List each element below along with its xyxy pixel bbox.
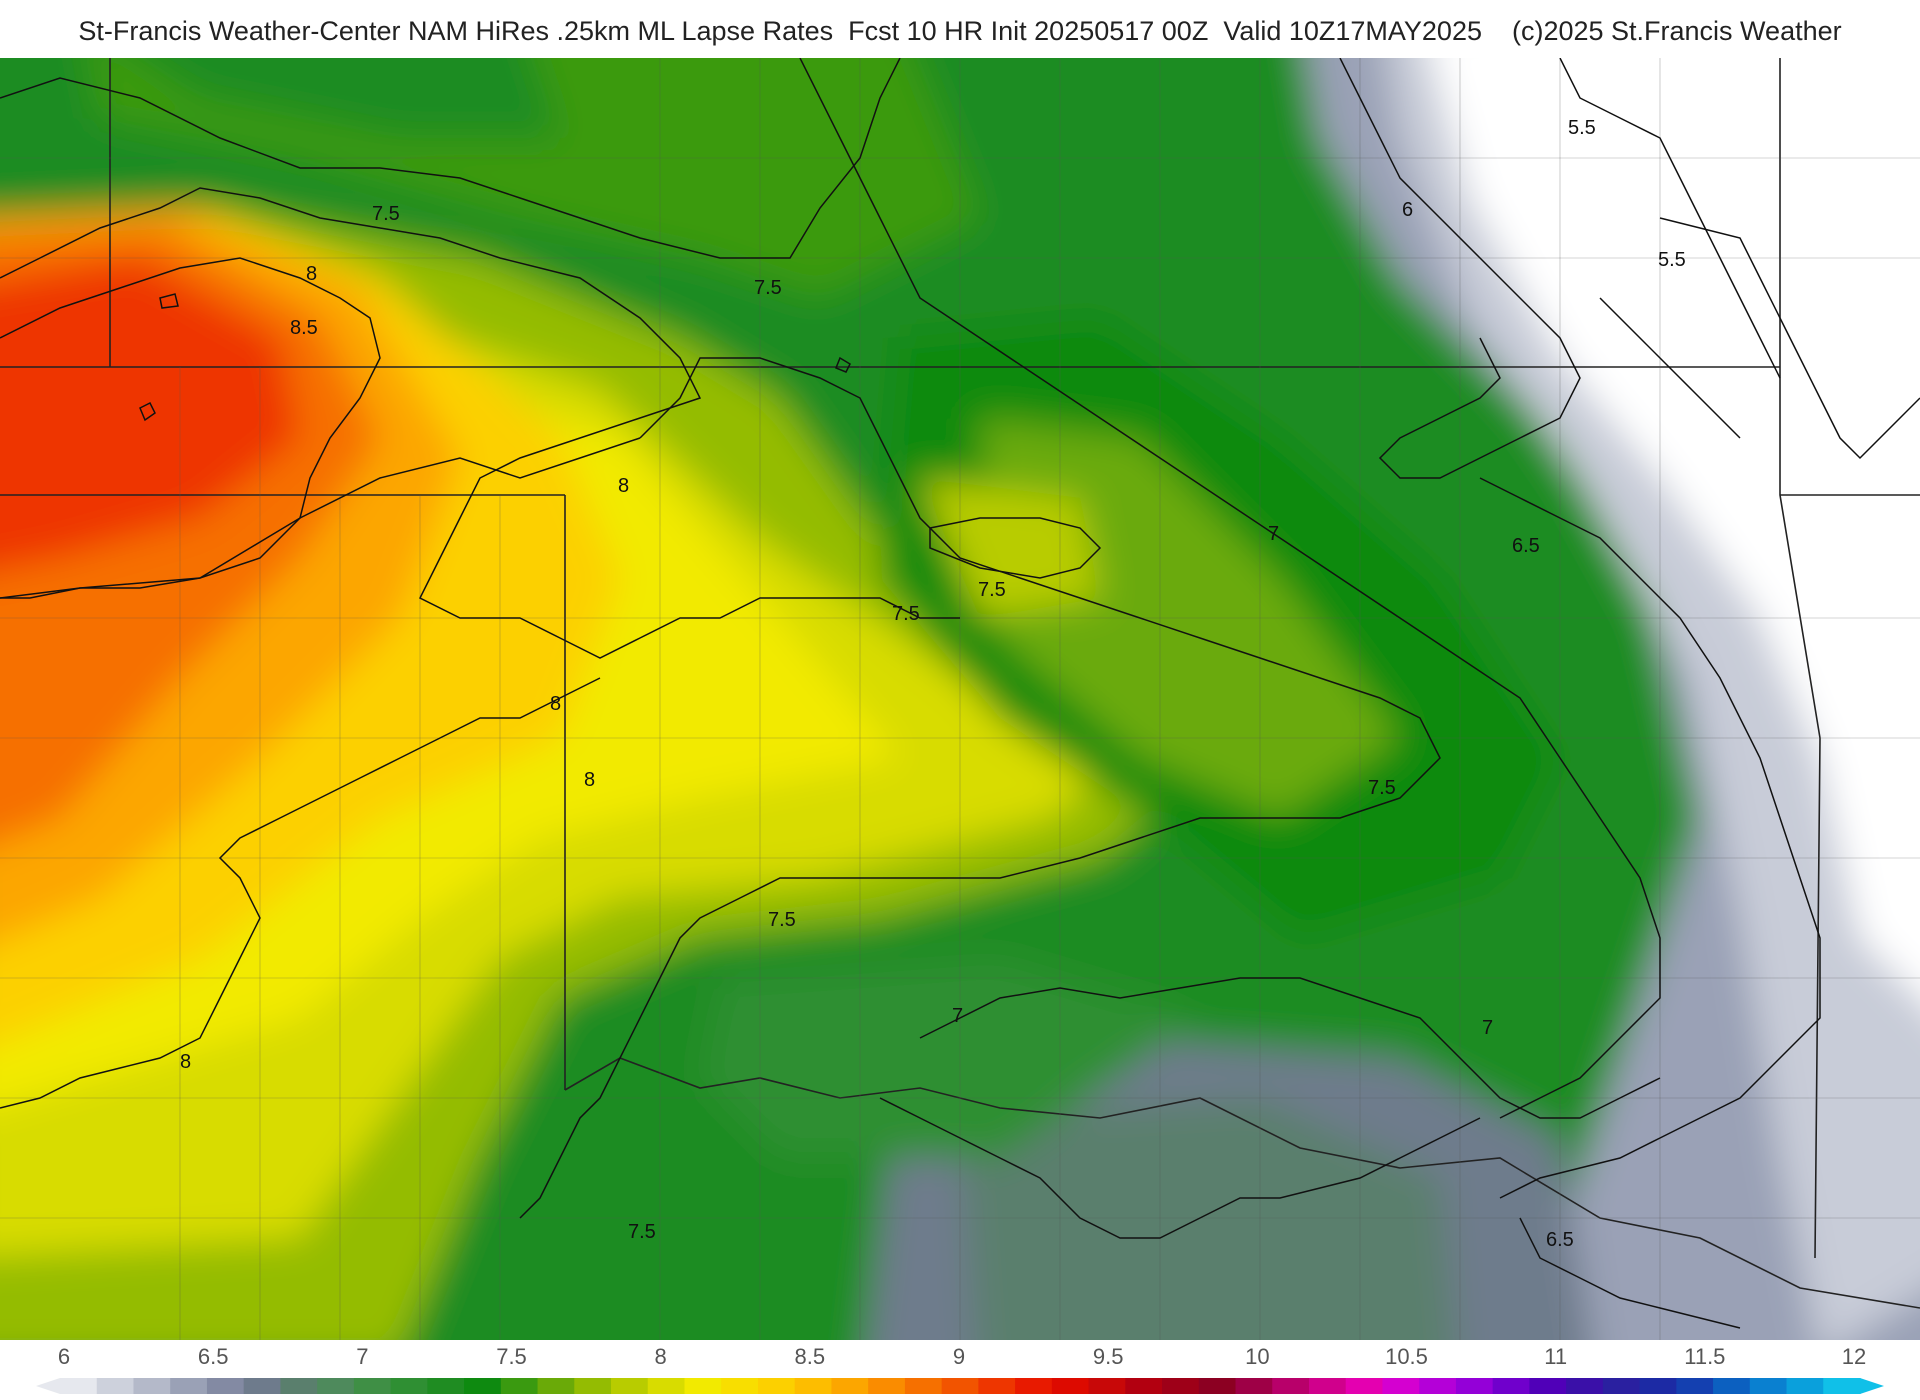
- colorbar-tick-label: 8.5: [794, 1344, 826, 1369]
- colorbar-cell: [1235, 1378, 1273, 1394]
- colorbar-cell: [757, 1378, 796, 1394]
- state-boundaries: [0, 58, 1920, 1309]
- colorbar-tick-label: 9: [952, 1344, 966, 1369]
- colorbar-cell: [1492, 1378, 1530, 1394]
- contour-label: 7.5: [768, 909, 796, 931]
- colorbar-tick-label: 6: [57, 1344, 71, 1369]
- colorbar-tick-label: 9.5: [1092, 1344, 1124, 1369]
- colorbar-cell: [1566, 1378, 1604, 1394]
- colorbar-tick-label: 10.5: [1385, 1344, 1428, 1369]
- colorbar-cell: [1015, 1378, 1053, 1394]
- colorbar-cell: [243, 1378, 281, 1394]
- colorbar-cell: [794, 1378, 833, 1394]
- colorbar-cell: [1455, 1378, 1494, 1394]
- colorbar-cell: [831, 1378, 869, 1394]
- colorbar-cell: [721, 1378, 759, 1394]
- contour-labels: 5.5 6 5.5 7.5 8 8.5 7.5 8 7.5 7 7.5 6.5 …: [180, 117, 1686, 1251]
- colorbar-cell: [1529, 1378, 1567, 1394]
- colorbar-cell: [133, 1378, 171, 1394]
- colorbar-cell: [96, 1378, 135, 1394]
- colorbar-cell: [170, 1378, 208, 1394]
- colorbar-cell: [500, 1378, 539, 1394]
- colorbar-cell: [1382, 1378, 1420, 1394]
- colorbar-cell: [60, 1378, 98, 1394]
- colorbar-cell: [1419, 1378, 1457, 1394]
- colorbar-under-triangle: [36, 1378, 60, 1394]
- contour-label: 7.5: [892, 603, 920, 625]
- colorbar-cell: [390, 1378, 428, 1394]
- colorbar-cell: [684, 1378, 722, 1394]
- contour-label: 8: [550, 693, 561, 715]
- colorbar-cell: [647, 1378, 686, 1394]
- contour-label: 7: [952, 1005, 963, 1027]
- colorbar-cell: [1749, 1378, 1788, 1394]
- colorbar-tick-label: 10: [1245, 1344, 1270, 1369]
- contour-label: 7.5: [754, 277, 782, 299]
- contour-label: 7: [1482, 1017, 1493, 1039]
- contour-label: 7.5: [1368, 777, 1396, 799]
- colorbar-cell: [1162, 1378, 1200, 1394]
- colorbar-cell: [1345, 1378, 1384, 1394]
- contour-label: 8: [180, 1051, 191, 1073]
- contour-label: 7.5: [628, 1221, 656, 1243]
- contour-label: 6.5: [1512, 535, 1540, 557]
- colorbar-cell: [206, 1378, 245, 1394]
- county-lines: [0, 58, 1920, 1340]
- colorbar-cell: [537, 1378, 575, 1394]
- contour-label: 7: [1268, 523, 1279, 545]
- contour-label: 7.5: [978, 579, 1006, 601]
- colorbar-cell: [1308, 1378, 1347, 1394]
- colorbar-tick-label: 11.5: [1684, 1344, 1726, 1369]
- colorbar-cell: [1602, 1378, 1641, 1394]
- colorbar-tick-label: 7.5: [496, 1344, 527, 1369]
- colorbar-cell: [353, 1378, 392, 1394]
- colorbar-cell: [280, 1378, 318, 1394]
- colorbar-cell: [1088, 1378, 1126, 1394]
- colorbar-cell: [464, 1378, 502, 1394]
- colorbar-cell: [1639, 1378, 1677, 1394]
- colorbar-cell: [611, 1378, 649, 1394]
- colorbar-cell: [868, 1378, 906, 1394]
- colorbar-cell: [1125, 1378, 1163, 1394]
- colorbar-cell: [1272, 1378, 1310, 1394]
- colorbar-over-triangle: [1860, 1378, 1884, 1394]
- colorbar-cell: [1786, 1378, 1824, 1394]
- colorbar-cell: [427, 1378, 465, 1394]
- colorbar-cell: [317, 1378, 355, 1394]
- colorbar-cell: [1051, 1378, 1090, 1394]
- contour-label: 6: [1402, 199, 1413, 221]
- contour-label: 8: [584, 769, 595, 791]
- colorbar-cell: [1713, 1378, 1751, 1394]
- colorbar-cell: [1198, 1378, 1237, 1394]
- contour-label: 6.5: [1546, 1229, 1574, 1251]
- colorbar-tick-label: 11: [1544, 1344, 1568, 1369]
- contour-label: 8: [618, 475, 629, 497]
- contour-label: 7.5: [372, 203, 400, 225]
- colorbar-cell: [904, 1378, 943, 1394]
- colorbar-tick-label: 7: [356, 1344, 369, 1369]
- colorbar-cell: [978, 1378, 1016, 1394]
- contour-lines: [0, 58, 1920, 1329]
- contour-label: 8.5: [290, 317, 318, 339]
- contour-label: 5.5: [1658, 249, 1686, 271]
- lapse-rate-map: 5.5 6 5.5 7.5 8 8.5 7.5 8 7.5 7 7.5 6.5 …: [0, 58, 1920, 1340]
- colorbar: 6 6.5 7 7.5 8 8.5 9 9.5 10 10.5 11 11.5 12: [0, 1340, 1920, 1400]
- colorbar-tick-label: 12: [1841, 1344, 1867, 1369]
- contour-label: 5.5: [1568, 117, 1596, 139]
- colorbar-cell: [1676, 1378, 1714, 1394]
- colorbar-cell: [941, 1378, 979, 1394]
- map-title: St-Francis Weather-Center NAM HiRes .25k…: [78, 15, 1842, 46]
- colorbar-tick-label: 8: [654, 1344, 667, 1369]
- colorbar-cell: [1823, 1378, 1861, 1394]
- colorbar-tick-label: 6.5: [197, 1344, 229, 1369]
- colorbar-cell: [574, 1378, 612, 1394]
- colorbar-strip: [36, 1378, 1884, 1394]
- contour-label: 8: [306, 263, 317, 285]
